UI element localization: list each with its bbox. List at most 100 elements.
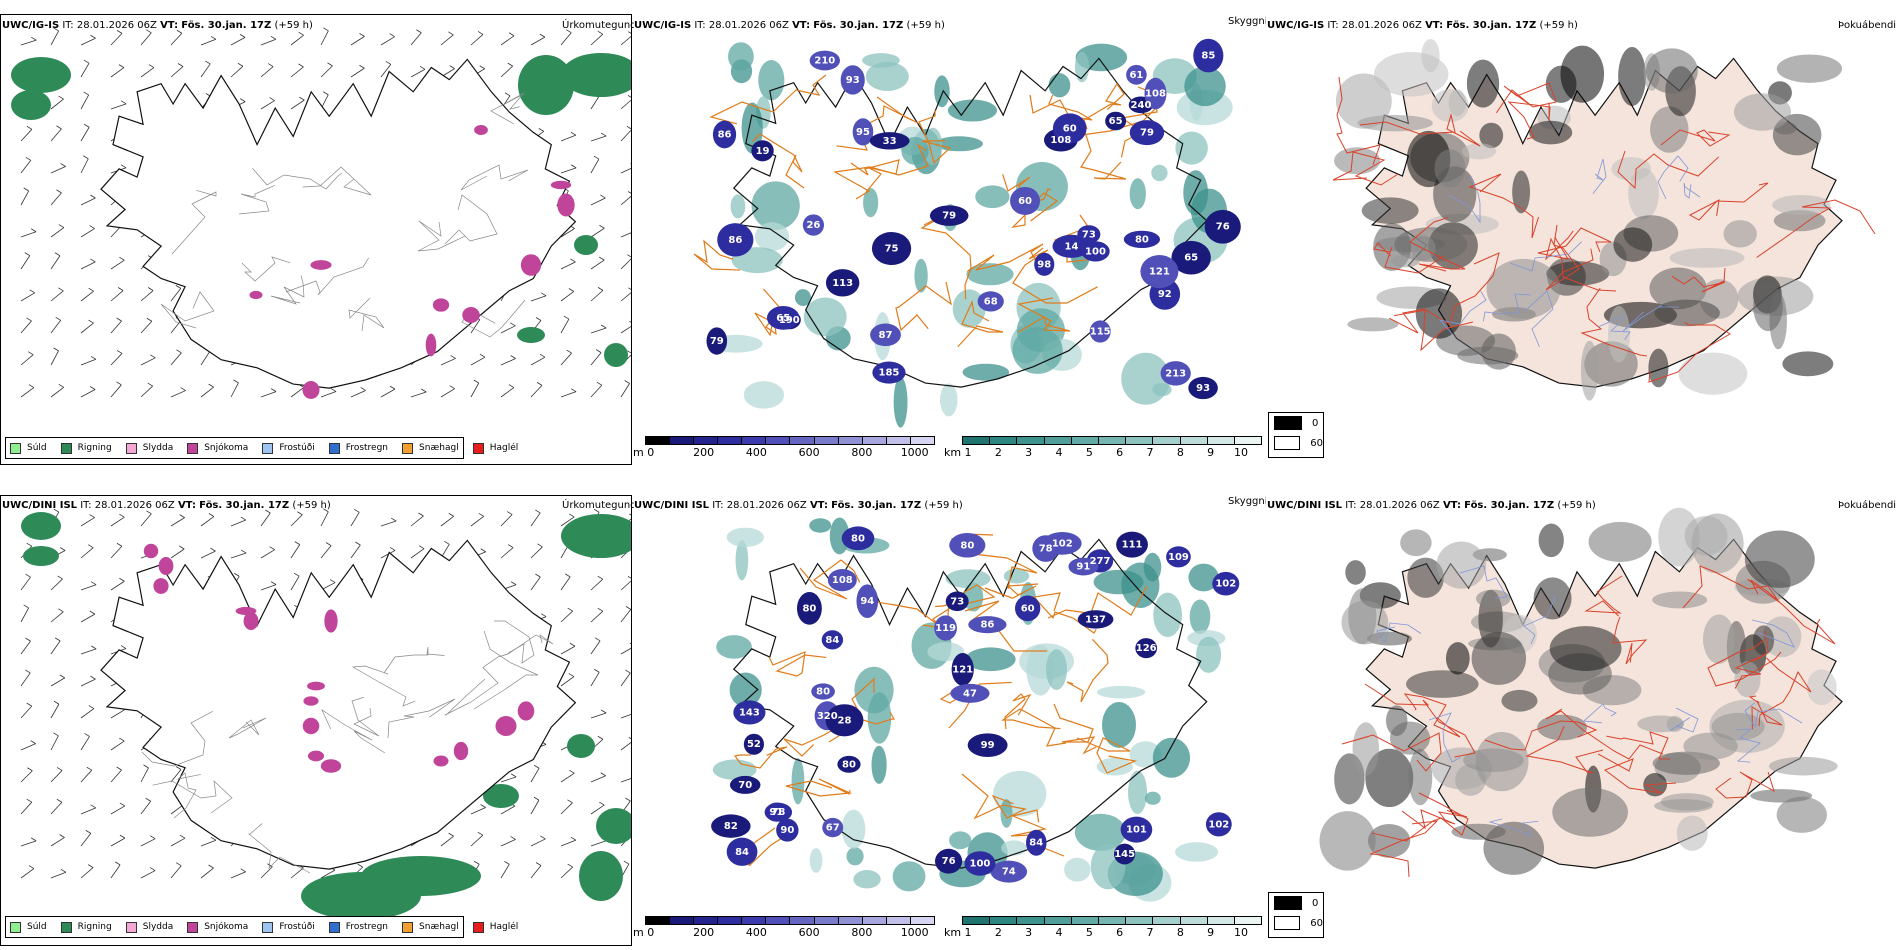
cloud-base-label: 75 — [885, 244, 899, 255]
colorbar-cell — [814, 437, 839, 444]
cloud-base-areas — [706, 38, 1241, 400]
fog-panel-bottom — [1266, 495, 1900, 946]
colorbar-cell — [990, 917, 1018, 924]
it-value: 28.01.2026 06Z — [94, 500, 175, 511]
cloud-base-label: 102 — [1052, 538, 1073, 549]
cloud-base-label: 240 — [1131, 100, 1152, 111]
colorbar-cell — [694, 917, 719, 924]
cloud-base-label: 95 — [856, 127, 870, 138]
rain-areas — [21, 512, 631, 920]
elevation-colorbar-bottom: 0 200 400 600 800 1000 m — [633, 916, 935, 939]
model-name: UWC/DINI ISL — [634, 500, 710, 511]
legend-label: 60 — [1310, 437, 1323, 449]
colorbar-cell — [790, 917, 815, 924]
fog-legend-top: 0 60 — [1268, 412, 1324, 458]
lead-time: (+59 h) — [906, 20, 945, 31]
colorbar-tick: 1 — [964, 926, 972, 939]
legend-swatch — [1274, 436, 1301, 450]
roads — [141, 620, 554, 874]
precip-legend-item: Súld — [10, 921, 47, 933]
legend-label: Rigning — [77, 443, 112, 453]
cloud-base-label: 85 — [1201, 51, 1215, 62]
vis-cells — [962, 916, 1262, 925]
colorbar-cell — [886, 437, 911, 444]
colorbar-cell — [742, 437, 767, 444]
legend-swatch — [10, 442, 21, 454]
it-value: 28.01.2026 06Z — [708, 20, 789, 31]
colorbar-tick: 7 — [1146, 446, 1154, 459]
cloud-base-label: 102 — [1208, 819, 1229, 830]
colorbar-tick: 5 — [1085, 926, 1093, 939]
colorbar-cell — [670, 917, 695, 924]
it-label: IT: — [1327, 20, 1339, 31]
cloud-base-label: 26 — [806, 220, 820, 231]
vis-cells — [962, 436, 1262, 445]
roads — [733, 533, 1148, 867]
legend-label: 60 — [1310, 917, 1323, 929]
visibility-colorbar-top: 1 2 3 4 5 6 7 8 9 10 km — [944, 436, 1262, 459]
colorbar-cell — [1180, 917, 1208, 924]
legend-swatch — [472, 921, 484, 933]
fog-legend-item: 60 — [1269, 433, 1323, 453]
cloud-base-label: 33 — [883, 136, 897, 147]
lead-time: (+59 h) — [292, 500, 331, 511]
cloud-base-label: 65 — [1109, 116, 1123, 127]
vt-value: Fös. 30.jan. 17Z — [199, 500, 290, 511]
cloud-base-label: 108 — [832, 575, 853, 586]
precip-legend-item: Frostregn — [328, 921, 388, 933]
cloud-base-label: 80 — [842, 759, 856, 770]
precip-legend-item: Snjókoma — [187, 921, 248, 933]
precip-legend-item: Snjókoma — [187, 442, 248, 454]
visibility-panel-top: 190 86 61 65 80 60 240 86 115 65 100 95 108 98 213 113 7… — [634, 14, 1264, 465]
legend-swatch — [1274, 916, 1301, 930]
vis-title-top: Skyggni — [1228, 16, 1268, 27]
elev-ticks: 0 200 400 600 800 1000 — [645, 925, 935, 939]
precip-legend-item: Rigning — [60, 442, 112, 454]
colorbar-cell — [1153, 437, 1181, 444]
precip-type-panel-top: Súld Rigning Slydda Snjókoma Frostúði Frostre… — [0, 14, 632, 465]
elev-unit: m — [633, 446, 644, 459]
cloud-base-label: 86 — [728, 235, 742, 246]
legend-label: Frostúði — [279, 443, 315, 453]
colorbar-cell — [1044, 917, 1072, 924]
cloud-base-label: 99 — [981, 740, 995, 751]
fog-areas — [1319, 507, 1838, 875]
colorbar-tick: 0 — [647, 926, 655, 939]
precip-legend-item: Snæhagl — [402, 442, 459, 454]
colorbar-cell — [963, 437, 991, 444]
colorbar-cell — [694, 437, 719, 444]
fog-title-bottom: Þokuábendi — [1838, 500, 1897, 511]
cloud-base-label: 185 — [879, 368, 900, 379]
precip-legend-top: Súld Rigning Slydda Snjókoma Frostúði Frostre… — [5, 437, 518, 459]
legend-swatch — [402, 442, 414, 454]
cloud-base-label: 145 — [1114, 849, 1135, 860]
colorbar-tick: 600 — [798, 926, 820, 939]
colorbar-tick: 600 — [798, 446, 820, 459]
precip-legend-item: Frostúði — [262, 921, 315, 933]
fog-title-top: Þokuábendi — [1838, 20, 1897, 31]
fog-legend-item: 0 — [1269, 893, 1323, 913]
cloud-base-label: 80 — [802, 603, 816, 614]
cloud-base-label: 84 — [735, 847, 749, 858]
cloud-base-label: 61 — [1129, 70, 1143, 81]
colorbar-cell — [862, 437, 887, 444]
colorbar-tick: 400 — [745, 446, 767, 459]
cloud-base-label: 111 — [1122, 540, 1143, 551]
lead-time: (+59 h) — [1557, 500, 1596, 511]
cloud-base-label: 100 — [970, 858, 991, 869]
cloud-base-label: 73 — [1082, 229, 1096, 240]
cloud-base-label: 113 — [832, 278, 853, 289]
colorbar-tick: 200 — [693, 926, 715, 939]
colorbar-cell — [814, 917, 839, 924]
cloud-base-label: 74 — [1002, 867, 1016, 878]
fog-legend-bottom: 0 60 — [1268, 892, 1324, 938]
colorbar-cell — [1017, 917, 1045, 924]
fog-panel-top — [1266, 14, 1900, 465]
cloud-base-label: 60 — [1021, 603, 1035, 614]
cloud-base-label: 79 — [710, 336, 724, 347]
elev-cells — [645, 916, 935, 925]
model-name: UWC/DINI ISL — [2, 500, 78, 511]
colorbar-cell — [718, 437, 743, 444]
legend-swatch — [1274, 416, 1302, 430]
cloud-base-label: 92 — [1158, 289, 1172, 300]
